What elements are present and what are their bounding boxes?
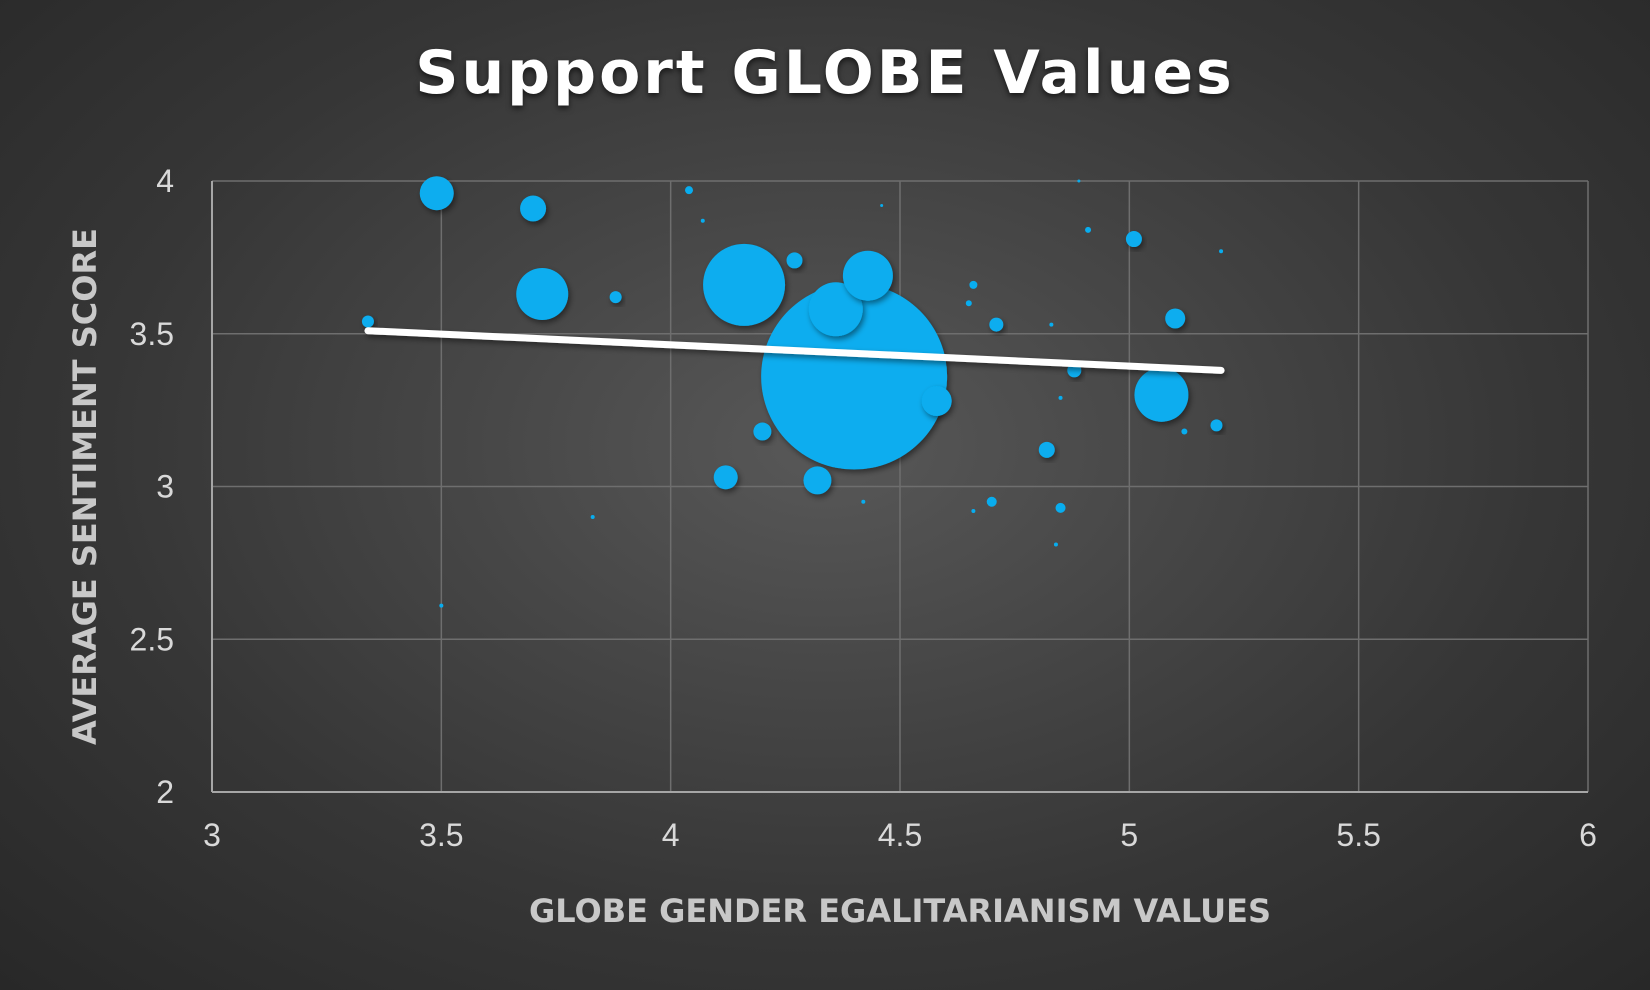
y-tick-label: 2.5: [130, 621, 174, 657]
bubble-point: [786, 252, 803, 269]
bubble-point: [1165, 308, 1186, 329]
bubble-point: [1210, 419, 1223, 432]
bubble-point: [969, 280, 978, 289]
x-axis-title: GLOBE GENDER EGALITARIANISM VALUES: [529, 892, 1271, 930]
bubble-point: [1181, 428, 1188, 435]
bubble-point: [842, 250, 893, 301]
bubble-point: [965, 300, 972, 307]
bubble-point: [989, 317, 1004, 332]
bubble-point: [803, 466, 832, 495]
bubble-point: [1053, 542, 1058, 547]
bubble-point: [590, 515, 595, 520]
bubble-point: [880, 203, 884, 207]
x-tick-label: 6: [1579, 817, 1597, 853]
bubble-point: [439, 603, 444, 608]
x-tick-label: 5.5: [1336, 817, 1380, 853]
bubble-point: [609, 291, 622, 304]
bubble-point: [1055, 502, 1066, 513]
bubble-point: [1038, 441, 1055, 458]
bubble-point: [419, 176, 454, 211]
bubble-point: [753, 422, 772, 441]
bubble-point: [1077, 179, 1081, 183]
bubble-point: [516, 268, 569, 321]
bubble-point: [703, 243, 786, 326]
bubble-point: [1049, 322, 1054, 327]
bubble-point: [861, 499, 866, 504]
trendline: [364, 327, 1225, 374]
bubble-point: [700, 218, 705, 223]
y-tick-label: 3.5: [130, 316, 174, 352]
bubble-point: [761, 283, 948, 470]
bubble-point: [986, 496, 997, 507]
bubble-point: [1125, 231, 1142, 248]
bubble-point: [1134, 367, 1189, 422]
chart-title: Support GLOBE Values: [415, 38, 1235, 108]
bubble-point: [520, 195, 547, 222]
bubble-point: [361, 315, 374, 328]
x-tick-label: 4.5: [878, 817, 922, 853]
bubble-point: [971, 508, 976, 513]
bubble-point: [1085, 226, 1092, 233]
y-tick-label: 2: [156, 774, 174, 810]
x-tick-label: 3.5: [419, 817, 463, 853]
bubble-point: [713, 465, 738, 490]
bubble-point: [1219, 249, 1224, 254]
y-axis-title: AVERAGE SENTIMENT SCORE: [66, 228, 104, 745]
y-tick-label: 4: [156, 163, 174, 199]
y-tick-label: 3: [156, 469, 174, 505]
x-tick-label: 3: [203, 817, 221, 853]
x-tick-label: 5: [1120, 817, 1138, 853]
x-tick-label: 4: [662, 817, 680, 853]
bubble-point: [808, 282, 863, 337]
bubble-point: [1058, 395, 1063, 400]
bubble-point: [685, 186, 694, 195]
bubble-point: [921, 385, 952, 416]
